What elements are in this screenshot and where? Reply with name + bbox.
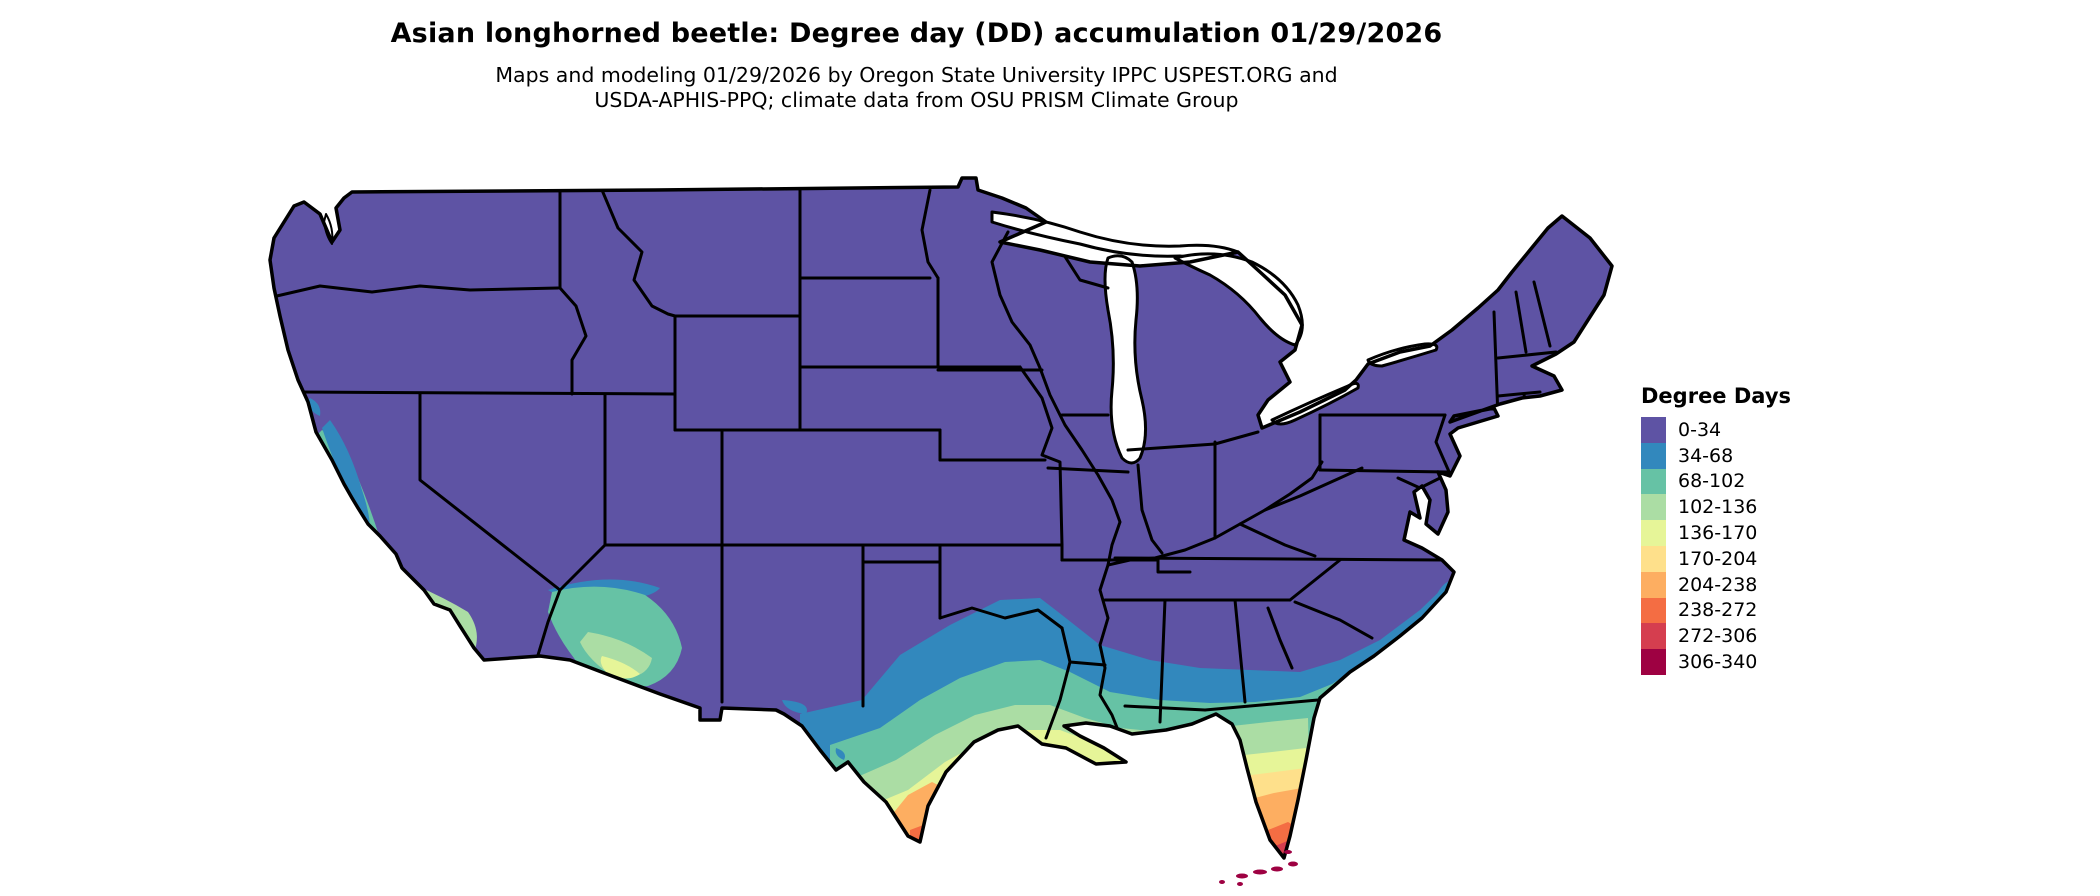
legend-item: 0-34 <box>1641 417 1791 443</box>
legend-item: 170-204 <box>1641 545 1791 572</box>
legend-item: 306-340 <box>1641 649 1791 675</box>
legend-swatch <box>1641 494 1666 521</box>
legend-title: Degree Days <box>1641 384 1792 408</box>
florida-keys-dots <box>1219 850 1298 886</box>
legend-swatch <box>1641 417 1666 443</box>
legend-swatch <box>1641 468 1666 495</box>
legend-items: 0-34 34-68 68-102 102-136 136-170 170-204 204-… <box>1641 417 1791 675</box>
legend-swatch <box>1641 442 1666 469</box>
subtitle: Maps and modeling 01/29/2026 by Oregon S… <box>0 63 1833 113</box>
legend-item: 238-272 <box>1641 597 1791 624</box>
patch-arizona-yellow <box>600 656 640 679</box>
legend-swatch <box>1641 597 1666 624</box>
header: Asian longhorned beetle: Degree day (DD)… <box>0 0 1833 113</box>
subtitle-line-1: Maps and modeling 01/29/2026 by Oregon S… <box>495 63 1338 87</box>
legend-label: 34-68 <box>1678 444 1734 467</box>
legend-swatch <box>1641 545 1666 572</box>
legend-item: 34-68 <box>1641 442 1791 469</box>
legend-item: 136-170 <box>1641 520 1791 546</box>
legend-label: 136-170 <box>1678 522 1758 545</box>
patch-arizona-green <box>580 632 652 679</box>
legend-swatch <box>1641 649 1666 675</box>
legend-label: 170-204 <box>1678 547 1758 570</box>
band-170-204 <box>884 752 1308 858</box>
legend-item: 102-136 <box>1641 494 1791 521</box>
legend-swatch <box>1641 520 1666 546</box>
legend-label: 306-340 <box>1678 651 1758 674</box>
legend-swatch <box>1641 623 1666 650</box>
legend-label: 238-272 <box>1678 599 1758 622</box>
subtitle-line-2: USDA-APHIS-PPQ; climate data from OSU PR… <box>594 88 1239 112</box>
legend-swatch <box>1641 571 1666 598</box>
legend-label: 102-136 <box>1678 496 1758 519</box>
legend-item: 272-306 <box>1641 623 1791 650</box>
lake-michigan <box>1103 254 1147 465</box>
legend-label: 0-34 <box>1678 418 1722 441</box>
legend-item: 204-238 <box>1641 571 1791 598</box>
legend-label: 204-238 <box>1678 573 1758 596</box>
state-borders <box>270 188 1558 740</box>
patch-west-texas-blue <box>782 700 845 760</box>
legend-label: 272-306 <box>1678 625 1758 648</box>
legend: Degree Days 0-34 34-68 68-102 102-136 136-17… <box>1641 384 1791 675</box>
page-title: Asian longhorned beetle: Degree day (DD)… <box>390 18 1443 49</box>
legend-item: 68-102 <box>1641 468 1791 495</box>
legend-label: 68-102 <box>1678 470 1746 493</box>
